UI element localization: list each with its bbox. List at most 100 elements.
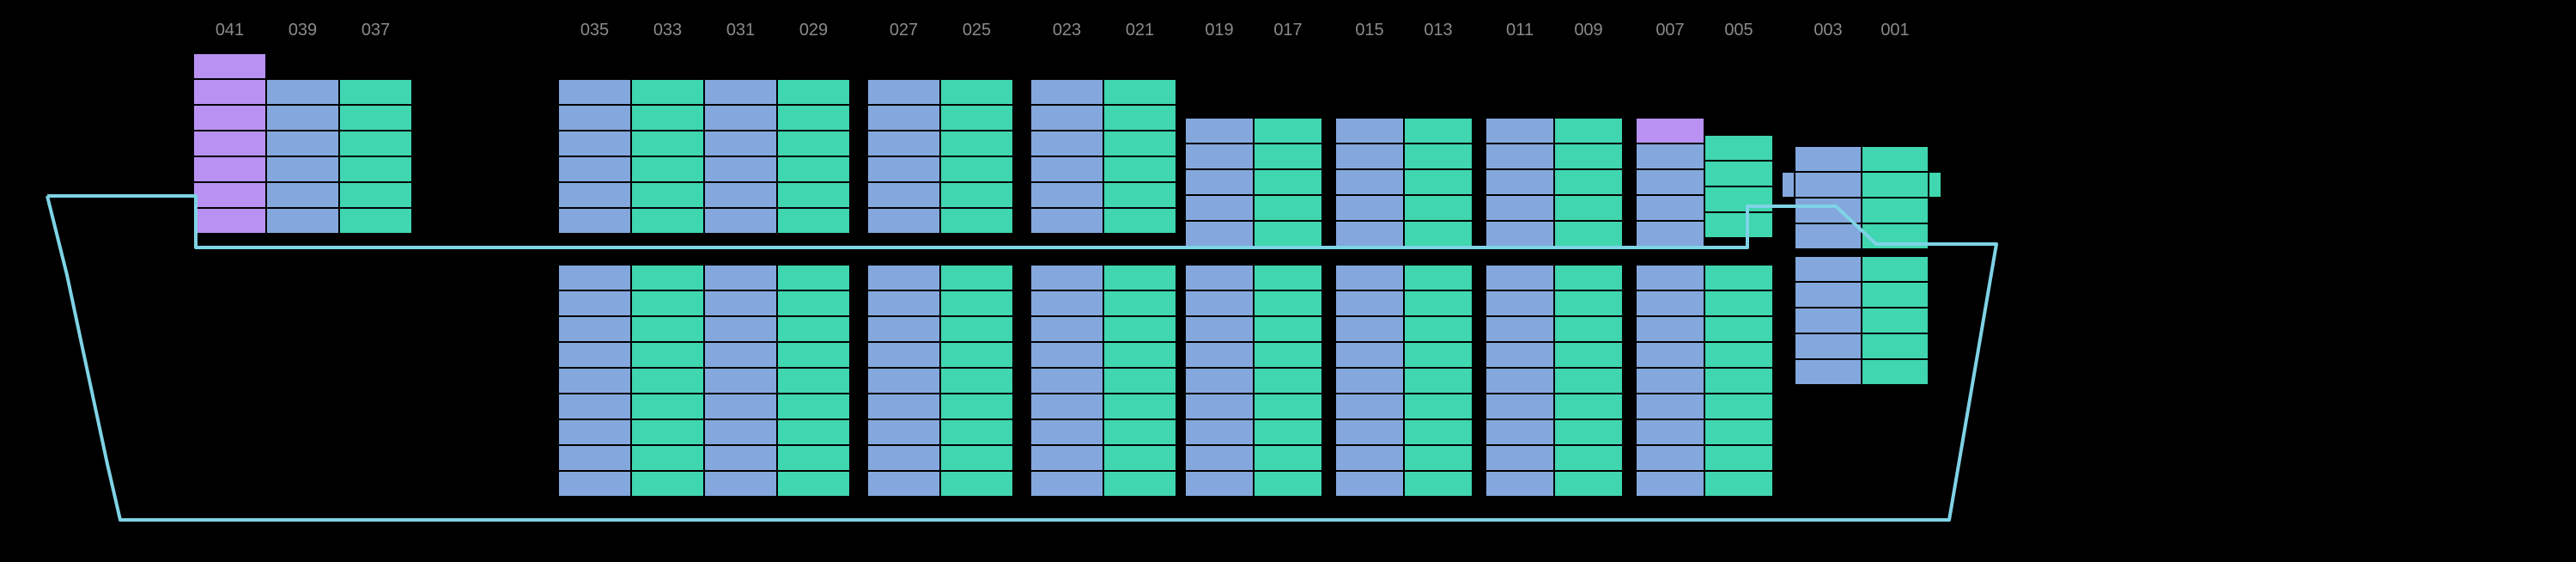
container-005-above-3 [1704, 212, 1773, 238]
container-027-above-1 [867, 105, 940, 131]
container-021-above-1 [1103, 105, 1176, 131]
container-019-below-4 [1185, 368, 1254, 394]
container-029-below-0 [777, 265, 850, 290]
container-005-above-2 [1704, 186, 1773, 212]
container-017-below-3 [1254, 342, 1322, 368]
container-017-below-1 [1254, 290, 1322, 316]
container-007-above-2 [1636, 169, 1704, 195]
container-025-below-0 [940, 265, 1013, 290]
container-017-above-1 [1254, 144, 1322, 169]
container-037-above-0 [339, 79, 412, 105]
container-023-below-2 [1030, 316, 1103, 342]
bow-extra-0 [1782, 172, 1795, 198]
container-033-below-1 [631, 290, 704, 316]
container-009-below-3 [1554, 342, 1623, 368]
container-041-above-6 [193, 208, 266, 234]
container-009-above-1 [1554, 144, 1623, 169]
container-003-below-2 [1795, 308, 1862, 333]
container-035-below-7 [558, 445, 631, 471]
container-007-above-0 [1636, 118, 1704, 144]
container-013-below-6 [1404, 419, 1473, 445]
container-009-below-8 [1554, 471, 1623, 497]
bay-label-009: 009 [1574, 21, 1602, 40]
container-027-above-4 [867, 182, 940, 208]
container-023-below-8 [1030, 471, 1103, 497]
container-015-below-6 [1335, 419, 1404, 445]
container-009-above-0 [1554, 118, 1623, 144]
container-003-above-3 [1795, 223, 1862, 249]
container-013-below-1 [1404, 290, 1473, 316]
container-011-above-4 [1485, 221, 1554, 247]
container-019-above-1 [1185, 144, 1254, 169]
container-019-above-0 [1185, 118, 1254, 144]
container-041-above-3 [193, 131, 266, 156]
container-007-below-7 [1636, 445, 1704, 471]
container-025-above-4 [940, 182, 1013, 208]
container-023-above-5 [1030, 208, 1103, 234]
container-005-above-0 [1704, 135, 1773, 161]
container-001-below-1 [1862, 282, 1929, 308]
container-027-below-0 [867, 265, 940, 290]
container-009-below-0 [1554, 265, 1623, 290]
container-001-above-1 [1862, 172, 1929, 198]
container-025-below-5 [940, 394, 1013, 419]
container-003-above-2 [1795, 198, 1862, 223]
container-025-below-2 [940, 316, 1013, 342]
container-021-above-4 [1103, 182, 1176, 208]
container-023-above-1 [1030, 105, 1103, 131]
container-013-above-0 [1404, 118, 1473, 144]
container-001-above-3 [1862, 223, 1929, 249]
container-011-below-2 [1485, 316, 1554, 342]
container-033-below-3 [631, 342, 704, 368]
container-019-above-2 [1185, 169, 1254, 195]
container-007-above-4 [1636, 221, 1704, 247]
container-021-below-7 [1103, 445, 1176, 471]
bay-label-023: 023 [1053, 21, 1081, 40]
container-009-below-1 [1554, 290, 1623, 316]
container-023-below-4 [1030, 368, 1103, 394]
container-009-below-2 [1554, 316, 1623, 342]
container-029-above-2 [777, 131, 850, 156]
container-013-above-2 [1404, 169, 1473, 195]
container-011-below-4 [1485, 368, 1554, 394]
container-027-below-5 [867, 394, 940, 419]
container-031-above-5 [704, 208, 777, 234]
container-017-below-0 [1254, 265, 1322, 290]
container-017-above-2 [1254, 169, 1322, 195]
container-029-below-1 [777, 290, 850, 316]
container-017-above-4 [1254, 221, 1322, 247]
container-007-below-0 [1636, 265, 1704, 290]
container-003-below-0 [1795, 256, 1862, 282]
container-025-below-7 [940, 445, 1013, 471]
container-033-below-0 [631, 265, 704, 290]
container-033-above-0 [631, 79, 704, 105]
container-039-above-1 [266, 105, 339, 131]
container-023-above-3 [1030, 156, 1103, 182]
container-021-above-2 [1103, 131, 1176, 156]
container-025-below-8 [940, 471, 1013, 497]
container-021-above-3 [1103, 156, 1176, 182]
container-025-above-3 [940, 156, 1013, 182]
container-023-above-0 [1030, 79, 1103, 105]
container-029-below-7 [777, 445, 850, 471]
container-023-below-0 [1030, 265, 1103, 290]
container-015-below-7 [1335, 445, 1404, 471]
container-023-above-2 [1030, 131, 1103, 156]
container-021-below-8 [1103, 471, 1176, 497]
container-031-below-0 [704, 265, 777, 290]
bay-label-025: 025 [963, 21, 991, 40]
container-035-below-8 [558, 471, 631, 497]
container-035-above-0 [558, 79, 631, 105]
container-039-above-2 [266, 131, 339, 156]
container-025-below-3 [940, 342, 1013, 368]
container-041-above-2 [193, 105, 266, 131]
bay-label-007: 007 [1656, 21, 1684, 40]
container-023-above-4 [1030, 182, 1103, 208]
container-005-below-4 [1704, 368, 1773, 394]
container-007-above-3 [1636, 195, 1704, 221]
container-019-above-4 [1185, 221, 1254, 247]
container-001-below-2 [1862, 308, 1929, 333]
container-017-below-8 [1254, 471, 1322, 497]
container-033-above-5 [631, 208, 704, 234]
container-037-above-2 [339, 131, 412, 156]
